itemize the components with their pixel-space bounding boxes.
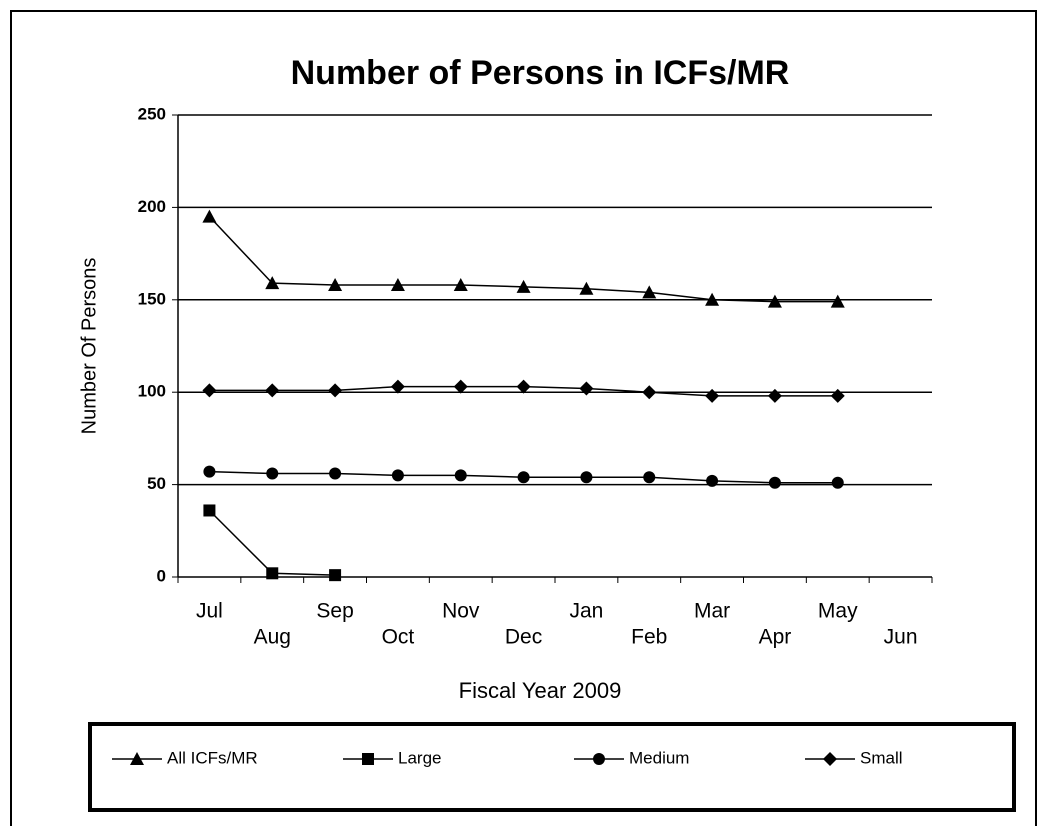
- y-tick-label: 0: [157, 566, 166, 585]
- marker: [823, 752, 837, 766]
- x-tick-label: Nov: [442, 600, 480, 623]
- legend-label: Small: [860, 748, 903, 767]
- marker: [202, 383, 217, 398]
- marker: [454, 469, 467, 482]
- x-tick-label: Sep: [316, 600, 353, 623]
- marker: [453, 278, 468, 292]
- marker: [266, 467, 279, 480]
- marker: [705, 292, 720, 306]
- series-line: [208, 509, 336, 576]
- marker: [579, 281, 594, 295]
- x-tick-label: Aug: [254, 626, 291, 649]
- marker: [362, 753, 374, 765]
- x-tick-label: Dec: [505, 626, 542, 649]
- marker: [453, 379, 468, 394]
- x-tick-label: Feb: [631, 626, 667, 649]
- marker: [329, 467, 342, 480]
- marker: [328, 278, 343, 292]
- marker: [329, 569, 342, 582]
- marker: [768, 476, 781, 489]
- marker: [390, 278, 405, 292]
- marker: [266, 567, 279, 580]
- y-tick-label: 200: [138, 197, 166, 216]
- y-tick-label: 100: [138, 382, 166, 401]
- marker: [516, 379, 531, 394]
- marker: [130, 752, 144, 765]
- marker: [831, 476, 844, 489]
- x-tick-label: May: [818, 600, 858, 623]
- marker: [830, 388, 845, 403]
- marker: [642, 285, 657, 299]
- y-tick-label: 250: [138, 104, 166, 123]
- marker: [517, 471, 530, 484]
- x-tick-label: Jan: [569, 600, 603, 623]
- marker: [203, 465, 216, 478]
- marker: [580, 471, 593, 484]
- legend-label: Large: [398, 748, 441, 767]
- marker: [593, 753, 605, 765]
- y-axis-label: Number Of Persons: [78, 258, 100, 435]
- marker: [328, 383, 343, 398]
- x-axis-label: Fiscal Year 2009: [459, 678, 622, 703]
- legend-box: [88, 722, 1016, 812]
- x-tick-label: Jun: [884, 626, 918, 649]
- legend-label: All ICFs/MR: [167, 748, 258, 767]
- marker: [643, 471, 656, 484]
- x-tick-label: Jul: [196, 600, 223, 623]
- x-tick-label: Oct: [382, 626, 415, 649]
- marker: [830, 294, 845, 308]
- marker: [202, 209, 217, 223]
- y-tick-label: 50: [147, 474, 166, 493]
- marker: [390, 379, 405, 394]
- marker: [706, 474, 719, 487]
- y-tick-label: 150: [138, 289, 166, 308]
- x-tick-label: Apr: [759, 626, 792, 649]
- marker: [767, 294, 782, 308]
- marker: [516, 279, 531, 293]
- x-tick-label: Mar: [694, 600, 730, 623]
- marker: [767, 388, 782, 403]
- outer-frame: [10, 10, 1037, 826]
- chart-title: Number of Persons in ICFs/MR: [291, 54, 790, 92]
- marker: [265, 276, 280, 290]
- marker: [705, 388, 720, 403]
- marker: [579, 381, 594, 396]
- marker: [642, 385, 657, 400]
- marker: [391, 469, 404, 482]
- legend-label: Medium: [629, 748, 689, 767]
- marker: [203, 504, 216, 517]
- marker: [265, 383, 280, 398]
